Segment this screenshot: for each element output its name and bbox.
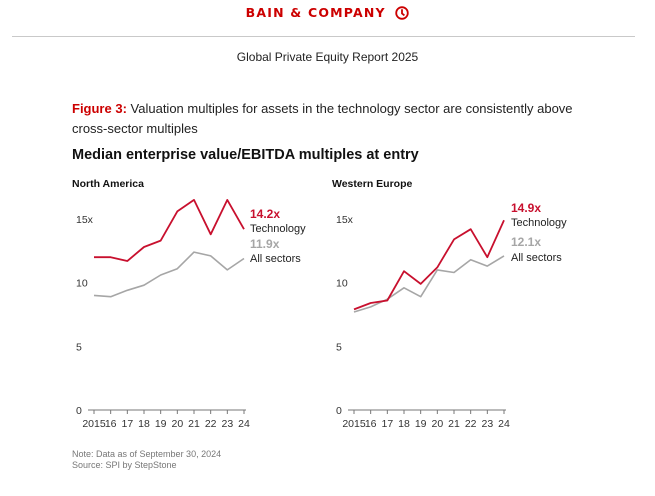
series-line-technology: [353, 219, 505, 311]
panel-title: Western Europe: [332, 178, 412, 190]
y-tick-label: 5: [76, 341, 82, 353]
panel-title: North America: [72, 178, 144, 190]
y-tick-label: 15x: [76, 214, 94, 226]
x-tick-label: 20: [431, 418, 443, 430]
series-end-value: 11.9x: [250, 237, 280, 251]
x-tick-label: 18: [138, 418, 150, 430]
x-tick-label: 22: [465, 418, 477, 430]
figure-caption: Figure 3: Valuation multiples for assets…: [72, 99, 592, 139]
y-tick-label: 15x: [336, 214, 354, 226]
chart-panel-north-america: North America 0 5 10 15x 2015 16 17 18 19 20 21 22 23…: [72, 178, 306, 430]
chart-note: Note: Data as of September 30, 2024: [72, 449, 222, 459]
series-end-value: 14.2x: [250, 207, 280, 221]
x-tick-label: 19: [155, 418, 167, 430]
x-tick-label: 16: [105, 418, 117, 430]
brand-name: BAIN & COMPANY: [245, 5, 386, 20]
series-end-name: Technology: [511, 217, 567, 229]
y-tick-label: 5: [336, 341, 342, 353]
chart-title: Median enterprise value/EBITDA multiples…: [72, 147, 419, 163]
chart-panel-western-europe: Western Europe 0 5 10 15x 2015 16 17 18 19 20 21 22 2…: [332, 178, 567, 430]
bain-logo-icon: [395, 6, 410, 20]
series-end-name: All sectors: [250, 253, 301, 265]
x-tick-label: 22: [205, 418, 217, 430]
y-tick-label: 10: [76, 278, 88, 290]
figure-caption-text: Valuation multiples for assets in the te…: [72, 101, 573, 136]
x-tick-label: 24: [498, 418, 510, 430]
y-tick-label: 0: [76, 405, 82, 417]
series-line-all-sectors: [93, 251, 245, 298]
chart-source: Source: SPI by StepStone: [72, 460, 177, 470]
x-tick-label: 17: [381, 418, 393, 430]
x-tick-label: 24: [238, 418, 250, 430]
series-end-value: 14.9x: [511, 201, 541, 215]
series-line-all-sectors: [353, 255, 505, 313]
series-end-value: 12.1x: [511, 235, 541, 249]
y-tick-label: 0: [336, 405, 342, 417]
x-tick-label: 2015: [82, 418, 106, 430]
brand-header: BAIN & COMPANY: [0, 5, 655, 20]
x-tick-label: 19: [415, 418, 427, 430]
figure-label: Figure 3:: [72, 101, 127, 116]
x-tick-label: 23: [221, 418, 233, 430]
x-tick-label: 17: [121, 418, 133, 430]
x-tick-label: 21: [188, 418, 200, 430]
x-tick-label: 16: [365, 418, 377, 430]
x-tick-label: 2015: [342, 418, 366, 430]
x-tick-label: 21: [448, 418, 460, 430]
series-end-name: Technology: [250, 223, 306, 235]
x-tick-label: 20: [171, 418, 183, 430]
x-tick-label: 18: [398, 418, 410, 430]
y-tick-label: 10: [336, 278, 348, 290]
series-line-technology: [94, 198, 245, 262]
x-tick-label: 23: [481, 418, 493, 430]
series-end-name: All sectors: [511, 252, 562, 264]
report-title: Global Private Equity Report 2025: [236, 50, 419, 64]
header-divider: [12, 36, 635, 37]
